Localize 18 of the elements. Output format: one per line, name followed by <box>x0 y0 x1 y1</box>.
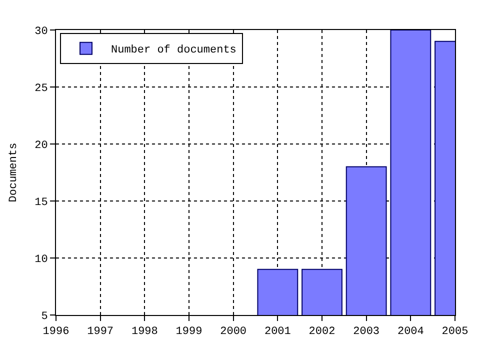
y-axis-title: Documents <box>8 142 20 202</box>
x-tick-label: 2000 <box>220 326 247 338</box>
x-tick-label: 1999 <box>176 326 202 338</box>
y-tick-label: 15 <box>34 196 48 209</box>
x-tick-label: 1996 <box>42 326 70 338</box>
x-tick-label: 2005 <box>442 326 468 338</box>
y-tick-label: 5 <box>41 310 48 323</box>
x-tick-label: 1998 <box>131 326 158 338</box>
x-tick-label: 2001 <box>264 326 292 338</box>
x-tick-label: 1997 <box>87 326 114 338</box>
y-tick-label: 10 <box>34 254 48 266</box>
y-tick-label: 25 <box>34 82 48 95</box>
y-tick-label: 30 <box>34 26 48 38</box>
y-tick-label: 20 <box>34 140 48 152</box>
legend-label: Number of documents <box>110 44 236 57</box>
x-tick-label: 2004 <box>397 326 424 338</box>
x-tick-label: 2003 <box>353 326 380 338</box>
x-tick-label: 2002 <box>308 326 336 338</box>
